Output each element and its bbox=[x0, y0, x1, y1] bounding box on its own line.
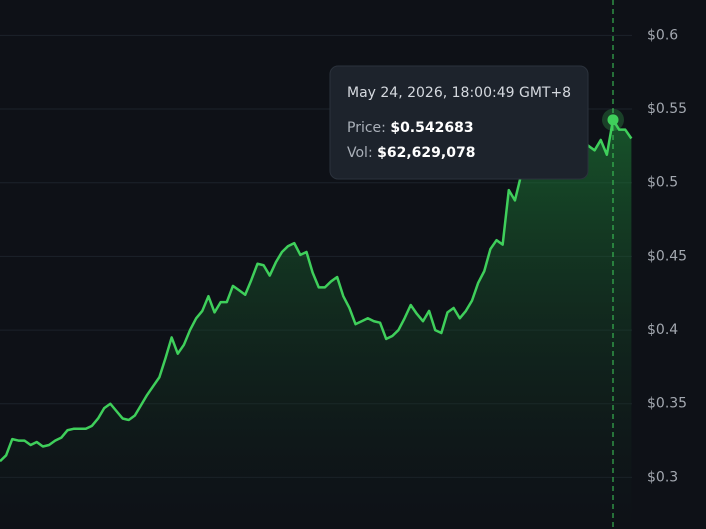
tooltip-vol: Vol: $62,629,078 bbox=[347, 145, 475, 161]
tooltip-date: May 24, 2026, 18:00:49 GMT+8 bbox=[347, 85, 571, 101]
y-tick-label: $0.6 bbox=[647, 27, 678, 43]
grid: $0.3 $0.35 $0.4 $0.45 $0.5 $0.55 $0.6 bbox=[0, 27, 687, 485]
y-tick-label: $0.5 bbox=[647, 175, 678, 191]
tooltip-box bbox=[329, 65, 589, 180]
area-fill bbox=[0, 119, 632, 529]
y-tick-label: $0.55 bbox=[647, 101, 687, 117]
y-tick-label: $0.35 bbox=[647, 396, 687, 412]
tooltip: May 24, 2026, 18:00:49 GMT+8 Price: $0.5… bbox=[329, 65, 589, 180]
y-tick-label: $0.3 bbox=[647, 469, 678, 485]
hover-point bbox=[607, 114, 619, 126]
y-tick-label: $0.4 bbox=[647, 322, 678, 338]
y-tick-label: $0.45 bbox=[647, 248, 687, 264]
price-key: Price: bbox=[347, 120, 386, 136]
vol-value: $62,629,078 bbox=[377, 145, 475, 161]
vol-key: Vol: bbox=[347, 145, 373, 161]
price-value: $0.542683 bbox=[390, 120, 473, 136]
tooltip-price: Price: $0.542683 bbox=[347, 120, 474, 136]
